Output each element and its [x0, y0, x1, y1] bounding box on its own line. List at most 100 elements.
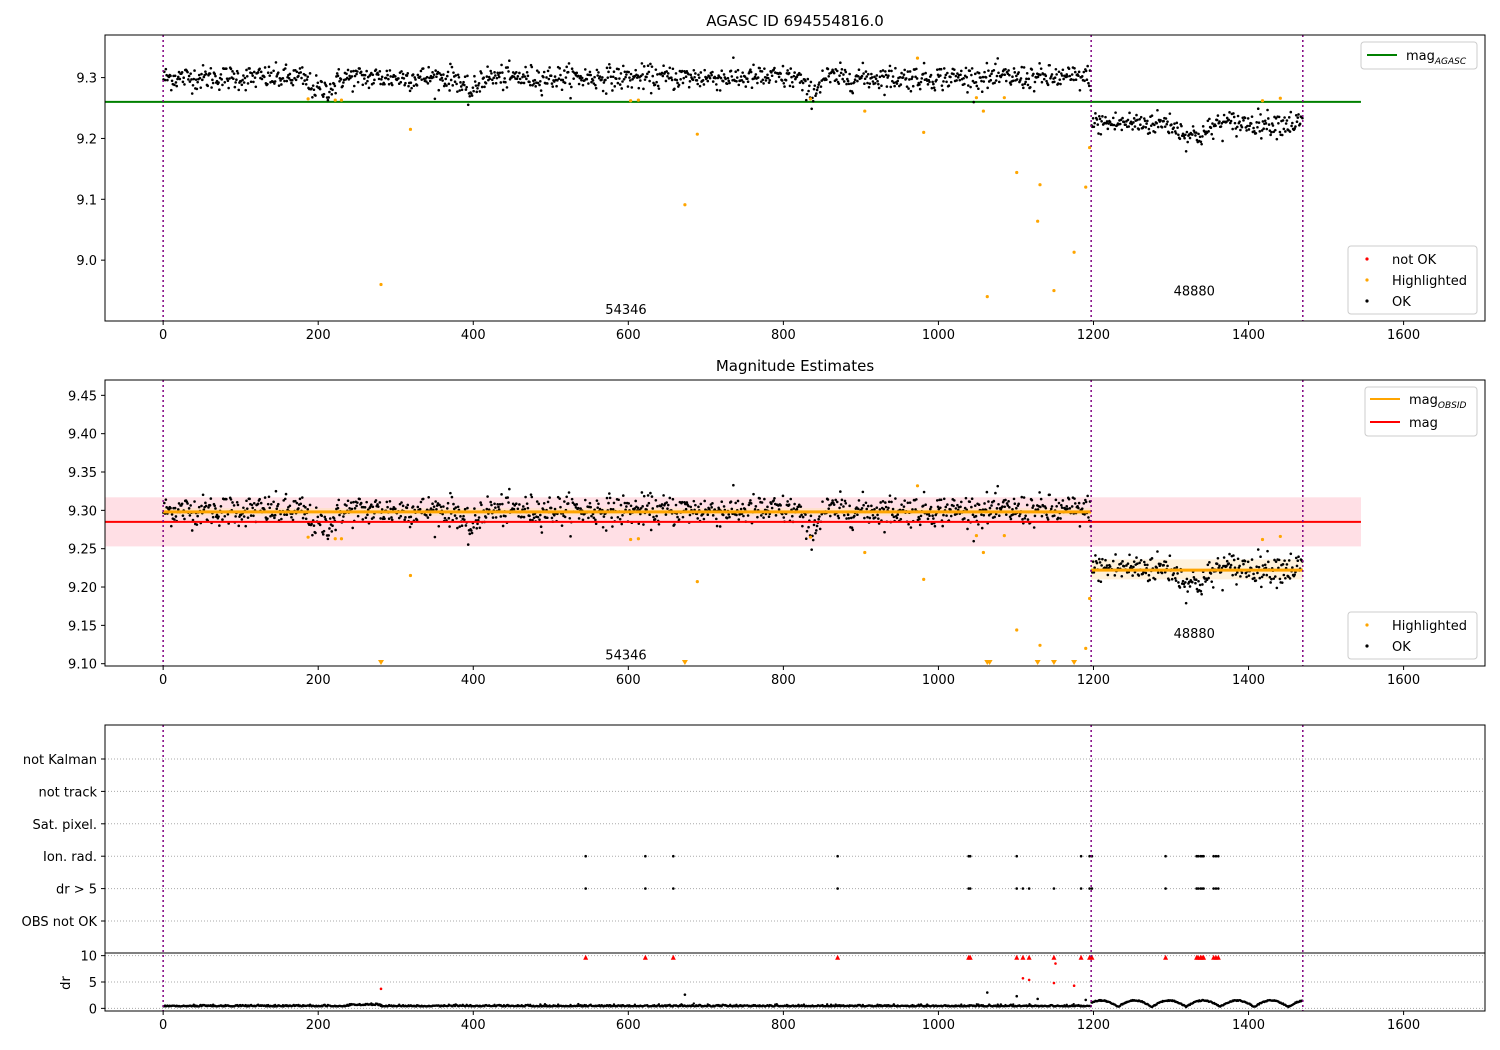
ok-point — [711, 70, 714, 74]
dr-point — [1072, 1002, 1075, 1006]
ok-point — [866, 515, 869, 519]
ok-point — [1009, 517, 1013, 521]
ok-point — [1132, 560, 1136, 563]
ok-point — [266, 517, 269, 520]
ok-point — [743, 75, 747, 78]
highlighted-point — [985, 295, 989, 299]
flag-point — [1027, 887, 1031, 890]
ok-point — [1086, 64, 1089, 68]
ok-point — [749, 68, 752, 71]
flag-point — [1214, 854, 1218, 858]
ok-point — [283, 513, 286, 516]
ok-point — [1148, 578, 1151, 582]
ok-point — [931, 80, 934, 84]
y-tick-label: 9.3 — [76, 72, 97, 87]
ok-point — [316, 81, 320, 85]
ok-point — [1197, 579, 1200, 583]
ok-point — [1185, 577, 1189, 581]
ok-point — [675, 78, 679, 82]
ok-point — [630, 86, 634, 89]
ok-point — [450, 495, 454, 499]
ok-point — [1247, 128, 1251, 131]
ok-point — [715, 524, 719, 528]
ok-point — [546, 69, 550, 73]
ok-point — [885, 85, 889, 88]
ok-point — [566, 502, 570, 505]
ok-point — [419, 500, 423, 504]
ok-point — [303, 512, 306, 516]
ok-point — [170, 79, 174, 83]
ok-point — [611, 525, 614, 528]
ok-point — [252, 80, 255, 84]
ok-point — [835, 69, 839, 73]
ok-point — [505, 86, 509, 89]
ok-point — [356, 70, 359, 73]
ok-point — [815, 88, 819, 92]
flag-point — [1088, 887, 1091, 890]
ok-point — [466, 543, 470, 546]
ok-point — [425, 80, 428, 83]
ok-point — [1205, 578, 1209, 582]
obsid-label: 48880 — [1174, 627, 1215, 642]
flag-point — [671, 887, 675, 890]
ok-point — [835, 78, 838, 81]
ok-point — [336, 506, 340, 510]
ok-point — [200, 72, 203, 76]
ok-point — [497, 508, 501, 511]
ok-point — [208, 504, 212, 507]
ok-point — [970, 497, 974, 501]
ok-point — [682, 76, 686, 80]
flag-point — [1217, 854, 1220, 858]
ok-point — [945, 80, 948, 84]
ok-point — [1133, 125, 1137, 128]
flag-point — [1212, 887, 1215, 890]
x-tick-label: 1000 — [922, 1018, 955, 1033]
ok-point — [235, 500, 239, 504]
ok-point — [326, 98, 330, 102]
ok-point — [245, 68, 248, 72]
ok-point — [218, 524, 221, 527]
ok-point — [654, 498, 658, 502]
ok-point — [845, 82, 848, 86]
ok-point — [1259, 113, 1262, 116]
ok-point — [782, 516, 786, 519]
ok-point — [793, 502, 796, 506]
ok-point — [277, 84, 281, 87]
ok-point — [720, 500, 724, 504]
ok-point — [271, 80, 275, 84]
ok-point — [1068, 74, 1072, 78]
ok-point — [1229, 563, 1233, 567]
ok-point — [996, 484, 1000, 488]
ok-point — [298, 497, 302, 501]
ok-point — [1215, 562, 1219, 566]
ok-point — [456, 505, 460, 509]
ok-point — [409, 81, 413, 85]
ok-point — [668, 66, 672, 70]
ok-point — [439, 73, 443, 77]
ok-point — [321, 533, 325, 536]
ok-point — [1055, 504, 1058, 508]
ok-point — [200, 78, 204, 82]
ok-point — [507, 70, 510, 73]
ok-point — [485, 507, 489, 511]
ok-point — [228, 77, 231, 80]
ok-point — [1143, 563, 1147, 567]
ok-point — [548, 496, 551, 499]
ok-point — [499, 81, 503, 84]
ok-point — [609, 507, 613, 511]
x-tick-label: 1200 — [1077, 328, 1110, 343]
ok-point — [1067, 67, 1071, 71]
ok-point — [295, 70, 299, 74]
ok-point — [850, 526, 854, 530]
highlighted-point — [1036, 219, 1040, 223]
ok-point — [410, 86, 413, 90]
ok-point — [963, 517, 966, 520]
offscale-marker — [681, 660, 688, 665]
ok-point — [348, 74, 351, 78]
ok-point — [735, 79, 738, 83]
ok-point — [387, 82, 391, 86]
ok-point — [164, 67, 168, 71]
ok-point — [1254, 132, 1258, 135]
highlighted-point — [863, 550, 867, 555]
